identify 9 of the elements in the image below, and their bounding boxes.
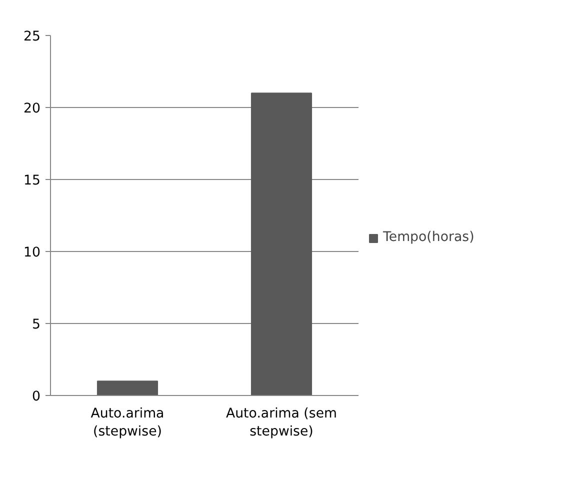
y-tick-label: 0 (32, 390, 41, 404)
legend-label: Tempo(horas) (383, 230, 474, 245)
x-tick-label: Auto.arima (stepwise) (90, 406, 164, 440)
y-tick-label: 10 (24, 246, 41, 260)
y-tick-label: 5 (32, 318, 41, 332)
y-tick-label: 25 (24, 30, 41, 44)
y-tick-label: 20 (24, 102, 41, 116)
x-tick-label: Auto.arima (sem stepwise) (226, 406, 338, 440)
y-tick-label: 15 (24, 174, 41, 188)
